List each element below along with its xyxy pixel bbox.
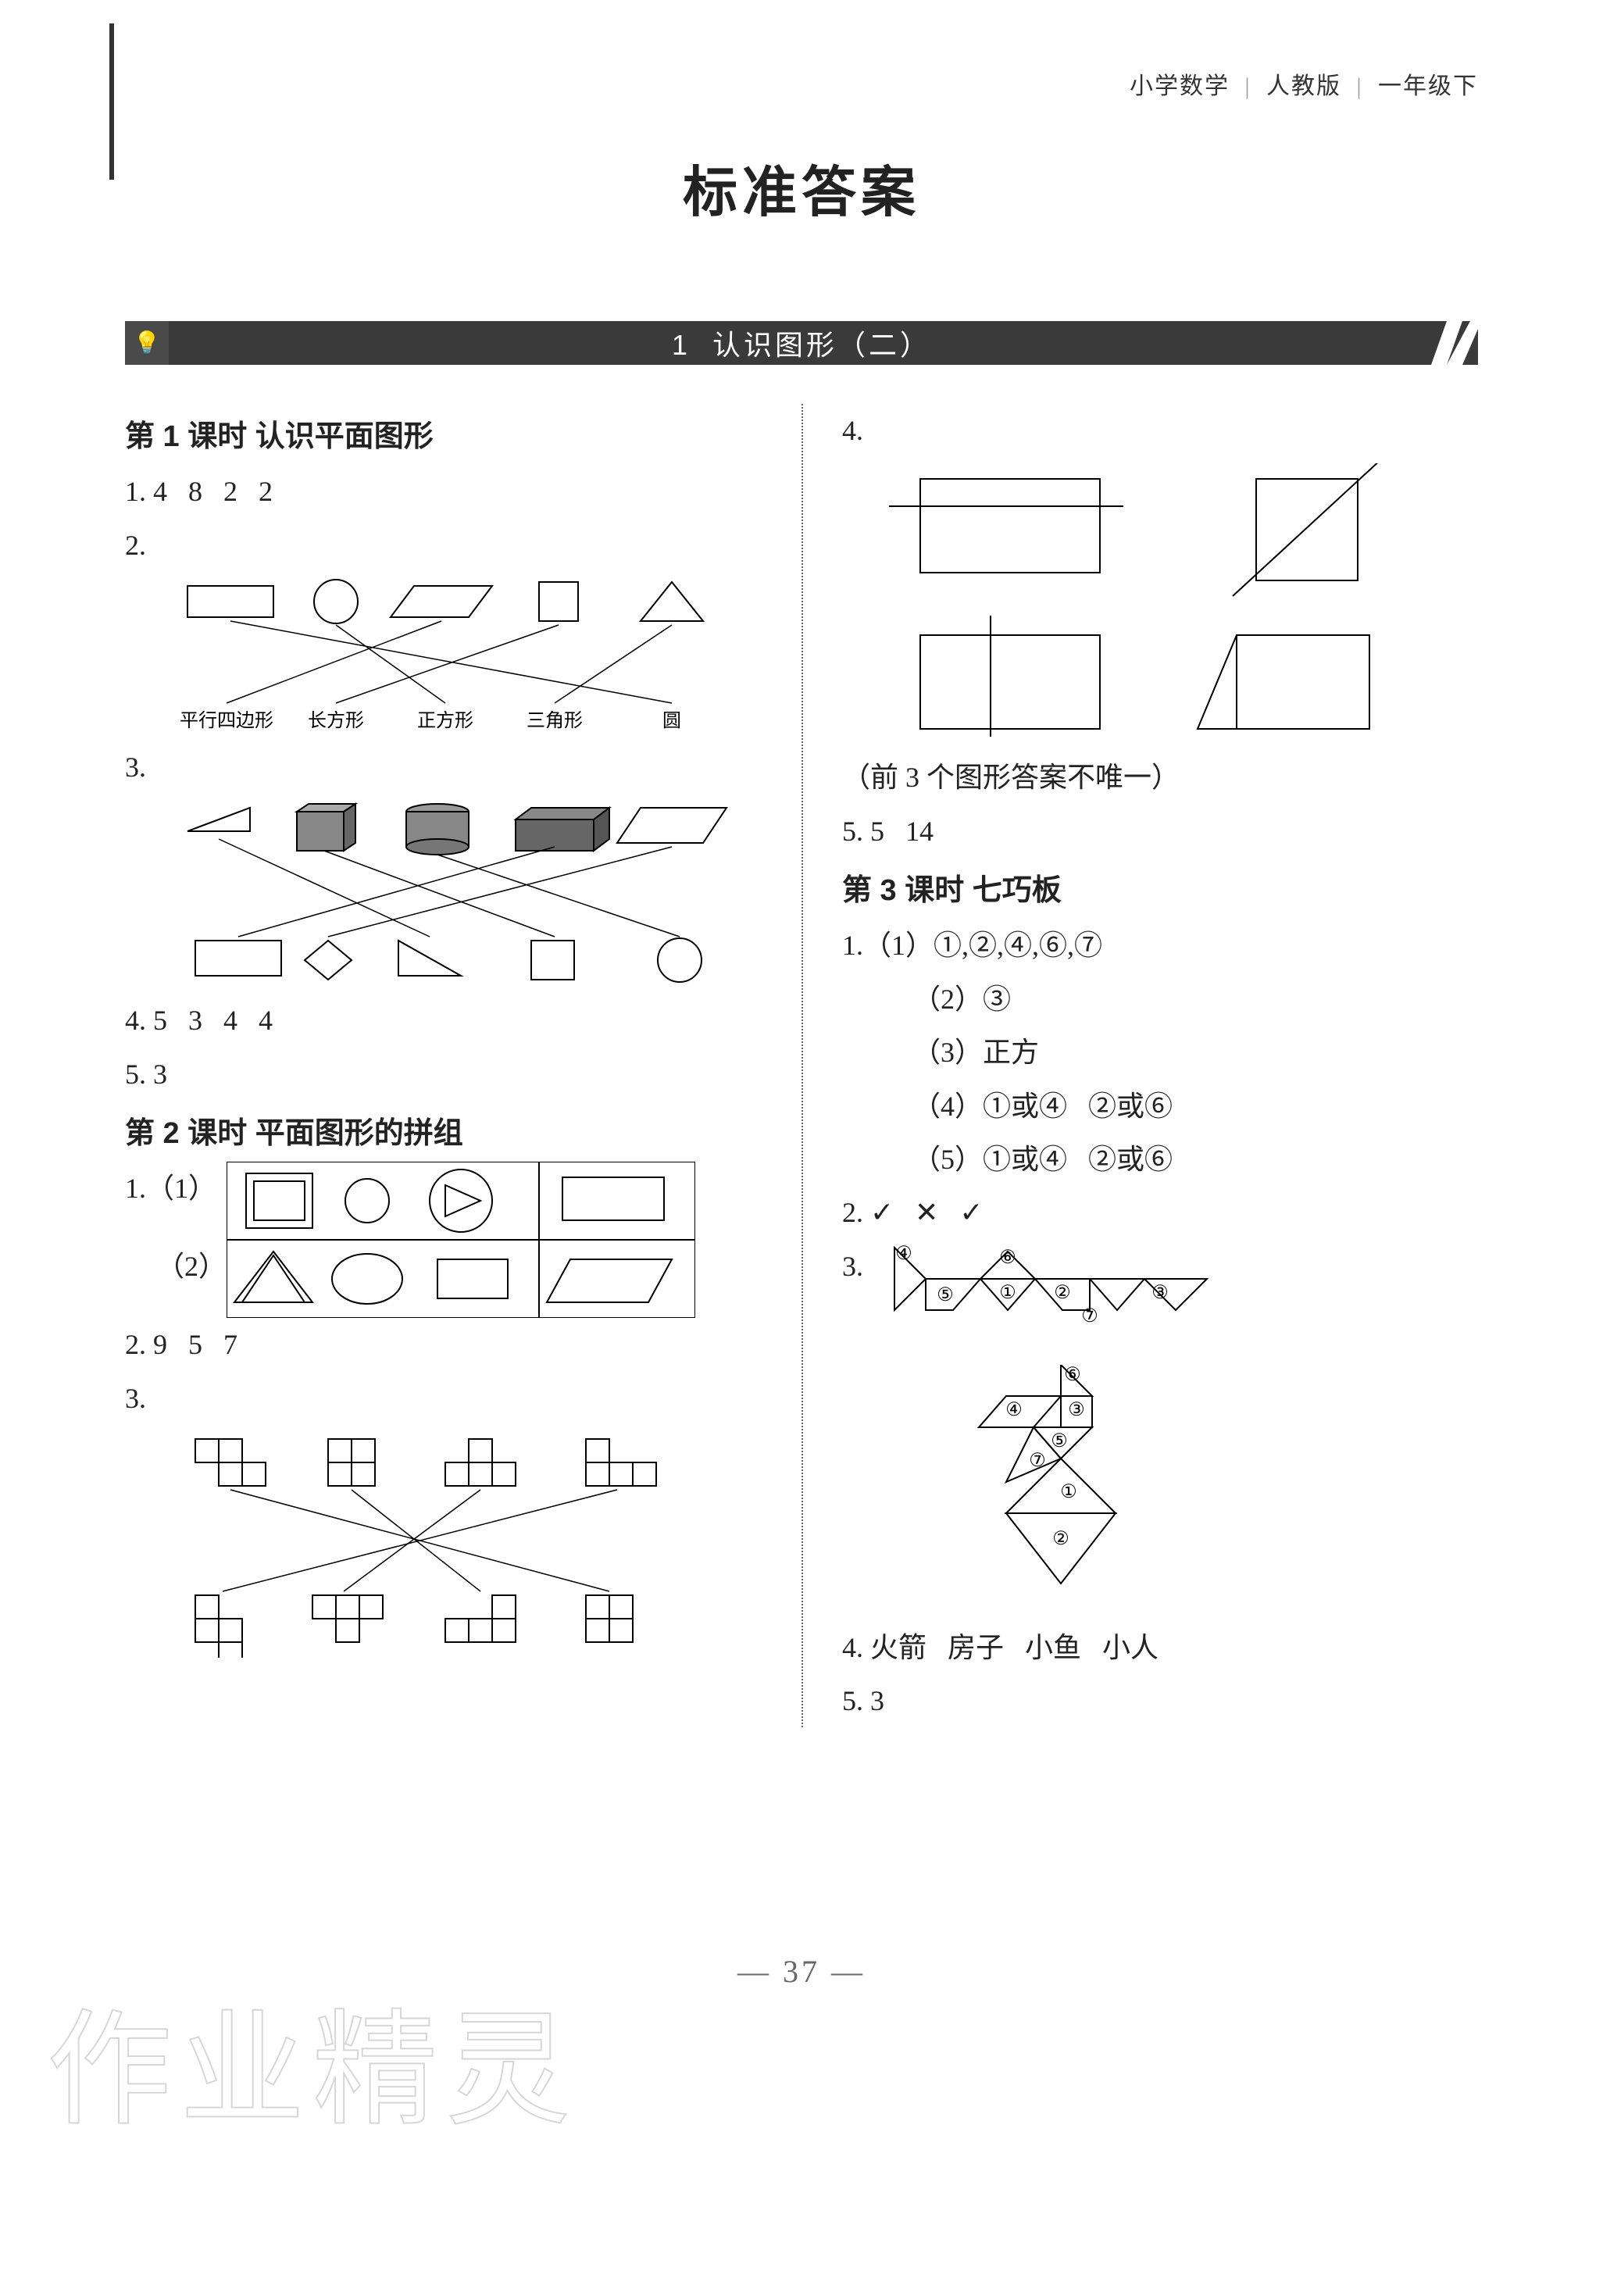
lesson2-q1-2-label: （2） — [125, 1240, 227, 1293]
svg-text:⑥: ⑥ — [999, 1248, 1016, 1268]
shape-label: 长方形 — [308, 710, 364, 731]
svg-text:③: ③ — [1151, 1283, 1169, 1303]
right-column: 4. — [802, 404, 1478, 1727]
lesson1-q3-diagram — [172, 800, 770, 987]
lesson3-q1-2: （2）③ — [842, 973, 1478, 1026]
svg-text:③: ③ — [1068, 1400, 1085, 1420]
lesson3-q1-3: （3）正方 — [842, 1026, 1478, 1079]
svg-text:②: ② — [1052, 1529, 1069, 1549]
lesson3-q1-1: 1.（1）①,②,④,⑥,⑦ — [842, 919, 1478, 972]
lesson2-q2: 2. 9 5 7 — [125, 1318, 770, 1371]
lesson1-q2-label: 2. — [125, 519, 770, 572]
lesson1-q4: 4. 5 3 4 4 — [125, 994, 770, 1047]
svg-text:①: ① — [999, 1283, 1016, 1303]
header-subject: 小学数学 — [1130, 73, 1230, 99]
header-edition: 人教版 — [1266, 73, 1341, 99]
lesson3-q1-4: （4）①或④ ②或⑥ — [842, 1080, 1478, 1133]
lesson2-q1-row2: （2） — [125, 1240, 770, 1318]
shape-label: 正方形 — [417, 710, 473, 731]
lesson2-q1-1-label: 1.（1） — [125, 1162, 227, 1215]
lesson3-q1-5: （5）①或④ ②或⑥ — [842, 1133, 1478, 1186]
lesson3-q3-label: 3. — [842, 1240, 863, 1349]
page-header: 小学数学 | 人教版 | 一年级下 — [1130, 66, 1478, 101]
lesson1-q2-diagram: 平行四边形 长方形 正方形 三角形 圆 — [172, 578, 770, 734]
watermark: 作业精灵 — [47, 1969, 578, 2150]
main-title: 标准答案 — [125, 148, 1478, 227]
lesson1-q5: 5. 3 — [125, 1048, 770, 1101]
lesson3-tangram-figure: ⑥ ④ ③ ⑤ ⑦ ① ② — [959, 1365, 1478, 1615]
lesson3-q3-tangram-bird: ④ ⑥ ⑤ ① ② ⑦ ③ — [871, 1240, 1262, 1349]
shape-label: 圆 — [662, 711, 681, 731]
right-q4-label: 4. — [842, 404, 1478, 457]
lesson1-q3-label: 3. — [125, 741, 770, 794]
svg-text:②: ② — [1054, 1283, 1071, 1303]
lesson1-title: 第 1 课时 认识平面图形 — [125, 409, 770, 465]
svg-text:⑥: ⑥ — [1064, 1365, 1081, 1385]
header-grade: 一年级下 — [1378, 73, 1478, 99]
header-separator: | — [1244, 73, 1251, 99]
chapter-title: 1 认识图形（二） — [672, 323, 931, 363]
header-separator: | — [1356, 73, 1362, 99]
page-number: — 37 — — [737, 1953, 866, 1990]
lesson2-q3-diagram — [172, 1431, 770, 1658]
svg-text:⑦: ⑦ — [1081, 1306, 1098, 1327]
lightbulb-icon: 💡 — [125, 321, 169, 365]
lesson2-q1-2-diagram — [227, 1240, 695, 1318]
lesson3-title: 第 3 课时 七巧板 — [842, 862, 1478, 919]
svg-text:⑦: ⑦ — [1029, 1451, 1046, 1471]
lesson3-q4: 4. 火箭 房子 小鱼 小人 — [842, 1621, 1478, 1674]
svg-text:①: ① — [1060, 1482, 1077, 1502]
lesson2-q3-label: 3. — [125, 1372, 770, 1425]
svg-text:④: ④ — [1005, 1400, 1023, 1420]
lesson3-q5: 5. 3 — [842, 1674, 1478, 1727]
chapter-slash-icon — [1400, 321, 1478, 365]
lesson2-title: 第 2 课时 平面图形的拼组 — [125, 1105, 770, 1162]
shape-label: 平行四边形 — [180, 710, 273, 731]
lesson1-q1: 1. 4 8 2 2 — [125, 465, 770, 518]
lesson2-q1-row: 1.（1） — [125, 1162, 770, 1240]
shape-label: 三角形 — [527, 710, 583, 731]
content-columns: 第 1 课时 认识平面图形 1. 4 8 2 2 2. — [125, 404, 1478, 1727]
left-column: 第 1 课时 认识平面图形 1. 4 8 2 2 2. — [125, 404, 802, 1727]
svg-text:⑤: ⑤ — [1051, 1431, 1068, 1452]
right-q5: 5. 5 14 — [842, 805, 1478, 858]
svg-text:⑤: ⑤ — [937, 1285, 954, 1305]
lesson2-q1-1-diagram — [227, 1162, 695, 1240]
page: 小学数学 | 人教版 | 一年级下 标准答案 💡 1 认识图形（二） 第 1 课… — [0, 0, 1603, 1727]
right-q4-note: （前 3 个图形答案不唯一） — [842, 751, 1478, 804]
svg-text:④: ④ — [895, 1244, 912, 1264]
chapter-bar: 💡 1 认识图形（二） — [125, 321, 1478, 365]
lesson3-q2: 2. ✓ ✕ ✓ — [842, 1186, 1478, 1239]
right-q4-diagram — [889, 463, 1478, 745]
